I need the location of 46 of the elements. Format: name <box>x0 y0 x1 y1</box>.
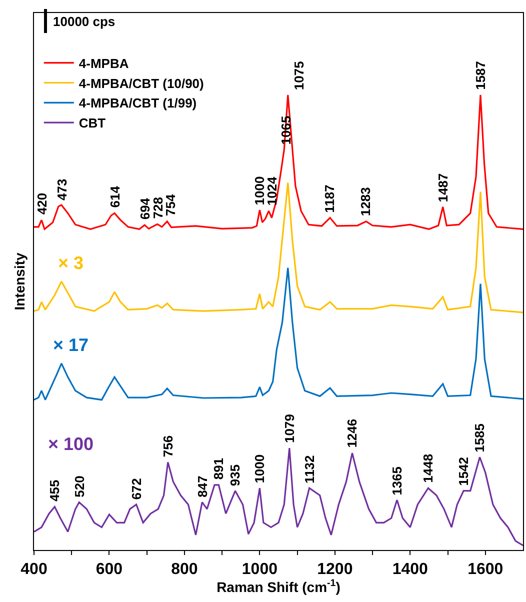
annotation: 455 <box>46 480 62 502</box>
annotation: × 3 <box>58 253 84 273</box>
x-tick-label: 1000 <box>242 561 278 578</box>
legend-label: 4-MPBA/CBT (10/90) <box>78 76 204 91</box>
annotation: 756 <box>160 435 176 458</box>
x-tick-label: 600 <box>96 561 123 578</box>
annotation: 1283 <box>358 187 374 216</box>
annotation: 847 <box>194 476 210 498</box>
annotation: 672 <box>128 478 144 500</box>
legend-label: 4-MPBA <box>78 56 130 71</box>
annotation: 1187 <box>322 184 338 213</box>
x-tick-label: 800 <box>171 561 198 578</box>
annotation: 1065 <box>278 116 294 145</box>
annotation: 1000 <box>252 176 268 206</box>
text: 10000 cps <box>53 14 116 29</box>
annotation: 614 <box>107 185 122 208</box>
x-tick-label: 400 <box>20 561 48 578</box>
annotation: 754 <box>163 194 178 216</box>
x-tick-label: 1200 <box>317 561 353 578</box>
legend-label: 4-MPBA/CBT (1/99) <box>78 96 197 111</box>
annotation: 1448 <box>420 454 436 483</box>
annotation: 1000 <box>252 454 268 484</box>
annotation: 1585 <box>472 423 488 452</box>
annotation: 891 <box>210 458 226 480</box>
annotation: 935 <box>227 464 242 486</box>
annotation: 728 <box>150 197 166 219</box>
annotation: 520 <box>72 476 87 498</box>
annotation: 1487 <box>436 173 451 202</box>
x-tick-label: 1600 <box>468 561 504 578</box>
annotation: 1079 <box>282 414 297 443</box>
annotation: 473 <box>54 178 70 201</box>
annotation: 1132 <box>302 455 318 484</box>
y-axis-title: Intensity <box>12 252 28 310</box>
legend-label: CBT <box>78 116 106 131</box>
annotation: 694 <box>138 197 153 220</box>
annotation: 1365 <box>390 466 405 496</box>
annotation: 420 <box>34 192 50 215</box>
x-tick-label: 1400 <box>392 561 428 578</box>
annotation: 1542 <box>456 456 472 486</box>
annotation: × 100 <box>48 434 94 454</box>
x-axis-title: Raman Shift (cm$^{-1}$) <box>216 578 340 596</box>
annotation: × 17 <box>53 335 89 355</box>
annotation: 1024 <box>264 176 280 206</box>
annotation: 1587 <box>473 60 488 90</box>
annotation: 1075 <box>291 61 306 90</box>
annotation: 1246 <box>344 418 360 448</box>
